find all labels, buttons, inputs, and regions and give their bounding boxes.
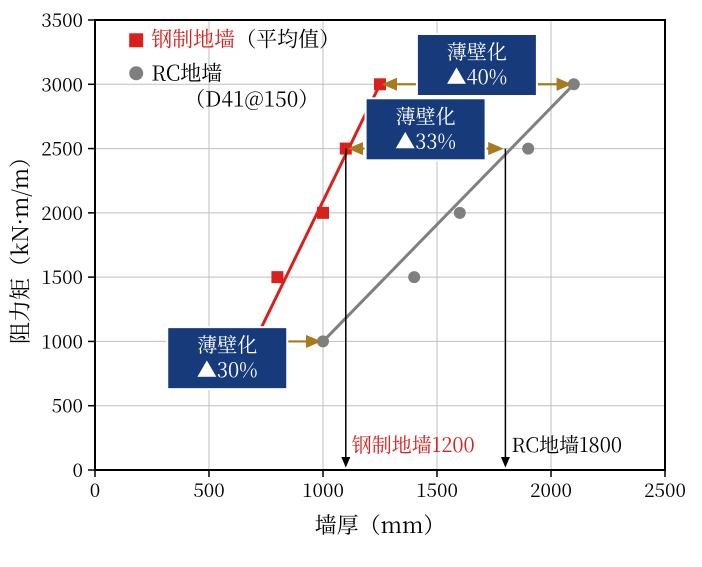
x-tick-label: 1500 (416, 476, 458, 503)
steel-marker (271, 271, 283, 283)
legend-label-steel: 钢制地墙（平均值） (151, 23, 340, 53)
x-tick-label: 2000 (530, 476, 572, 503)
y-tick-label: 2500 (41, 135, 83, 162)
rc-marker (454, 207, 466, 219)
x-tick-label: 2500 (644, 476, 686, 503)
y-tick-label: 0 (73, 456, 83, 483)
y-axis-label: 阻力矩（kN·m/m） (4, 146, 35, 344)
x-axis-label: 墙厚（mm） (315, 509, 446, 540)
rc-marker (522, 143, 534, 155)
drop-line-label: RC地墙1800 (511, 429, 622, 458)
legend-marker-steel (129, 33, 143, 47)
y-tick-label: 3500 (41, 6, 83, 33)
callout-line2: ▲30% (197, 354, 258, 383)
chart-svg: 0 500 1000 1500 2000 2500 0 500 1000 1500 2000 2500… (0, 0, 702, 567)
y-tick-label: 3000 (41, 70, 83, 97)
x-tick-label: 500 (193, 476, 224, 503)
steel-marker (317, 207, 329, 219)
chart-container: 0 500 1000 1500 2000 2500 0 500 1000 1500 2000 2500… (0, 0, 702, 567)
y-tick-label: 2000 (41, 199, 83, 226)
callout-line2: ▲40% (447, 61, 508, 90)
rc-marker (408, 271, 420, 283)
x-tick-label: 1000 (302, 476, 344, 503)
y-tick-label: 500 (52, 392, 83, 419)
y-tick-label: 1000 (41, 327, 83, 354)
y-tick-label: 1500 (41, 263, 83, 290)
x-tick-label: 0 (90, 476, 100, 503)
legend-label-rc-sub: （D41@150） (184, 83, 319, 113)
callout-line2: ▲33% (395, 125, 456, 154)
drop-line-label: 钢制地墙1200 (352, 429, 475, 458)
legend-marker-rc (129, 66, 143, 80)
